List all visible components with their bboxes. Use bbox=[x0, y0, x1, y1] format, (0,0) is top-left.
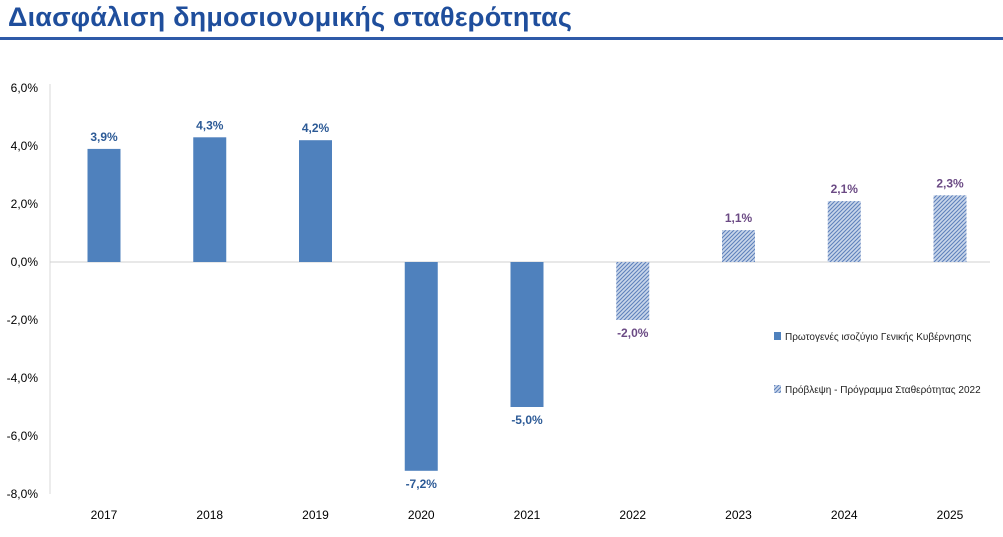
x-tick-label: 2022 bbox=[619, 508, 646, 522]
y-tick-label: -2,0% bbox=[7, 313, 39, 327]
data-labels: 3,9% 4,3% 4,2% -7,2% -5,0% -2,0% 1,1% 2,1% 2,3% bbox=[90, 118, 964, 491]
actual-bar-2017 bbox=[87, 148, 121, 262]
x-tick-label: 2020 bbox=[408, 508, 435, 522]
actual-bar-2018 bbox=[193, 137, 227, 262]
y-axis: 6,0% 4,0% 2,0% 0,0% -2,0% -4,0% -6,0% -8,0% bbox=[7, 81, 51, 501]
x-tick-label: 2024 bbox=[831, 508, 858, 522]
data-label-2024: 2,1% bbox=[831, 182, 859, 196]
y-tick-label: 4,0% bbox=[11, 139, 39, 153]
page-title: Διασφάλιση δημοσιονομικής σταθερότητας bbox=[8, 2, 573, 32]
data-label-2020: -7,2% bbox=[406, 477, 438, 491]
data-label-2021: -5,0% bbox=[511, 413, 543, 427]
actual-bar-2020 bbox=[404, 262, 438, 471]
x-tick-label: 2023 bbox=[725, 508, 752, 522]
x-tick-label: 2017 bbox=[91, 508, 118, 522]
y-tick-label: 0,0% bbox=[11, 255, 39, 269]
legend-swatch-actual bbox=[774, 332, 781, 340]
y-tick-label: -6,0% bbox=[7, 429, 39, 443]
legend-label-actual: Πρωτογενές ισοζύγιο Γενικής Κυβέρνησης bbox=[785, 331, 972, 343]
legend-swatch-forecast bbox=[774, 385, 781, 393]
forecast-bar-2023 bbox=[722, 230, 755, 262]
data-label-2018: 4,3% bbox=[196, 118, 224, 132]
forecast-bar-2022 bbox=[616, 262, 650, 320]
data-label-2025: 2,3% bbox=[936, 176, 964, 190]
x-axis: 2017 2018 2019 2020 2021 2022 2023 2024 2025 bbox=[91, 508, 964, 522]
bars bbox=[87, 137, 967, 471]
legend-label-forecast: Πρόβλεψη - Πρόγραμμα Σταθερότητας 2022 bbox=[785, 384, 981, 396]
y-tick-label: 6,0% bbox=[11, 81, 39, 95]
data-label-2022: -2,0% bbox=[617, 326, 649, 340]
actual-bar-2019 bbox=[299, 140, 332, 262]
data-label-2017: 3,9% bbox=[90, 130, 118, 144]
y-tick-label: -8,0% bbox=[7, 487, 39, 501]
actual-bar-2021 bbox=[510, 262, 544, 407]
title-underline bbox=[0, 37, 1003, 40]
forecast-bar-2025 bbox=[933, 195, 967, 262]
legend: Πρωτογενές ισοζύγιο Γενικής Κυβέρνησης Πρ… bbox=[774, 331, 981, 396]
x-tick-label: 2019 bbox=[302, 508, 329, 522]
y-tick-label: 2,0% bbox=[11, 197, 39, 211]
data-label-2019: 4,2% bbox=[302, 121, 330, 135]
x-tick-label: 2025 bbox=[937, 508, 964, 522]
forecast-bar-2024 bbox=[827, 201, 861, 262]
x-tick-label: 2018 bbox=[196, 508, 223, 522]
y-tick-label: -4,0% bbox=[7, 371, 39, 385]
x-tick-label: 2021 bbox=[514, 508, 541, 522]
data-label-2023: 1,1% bbox=[725, 211, 753, 225]
